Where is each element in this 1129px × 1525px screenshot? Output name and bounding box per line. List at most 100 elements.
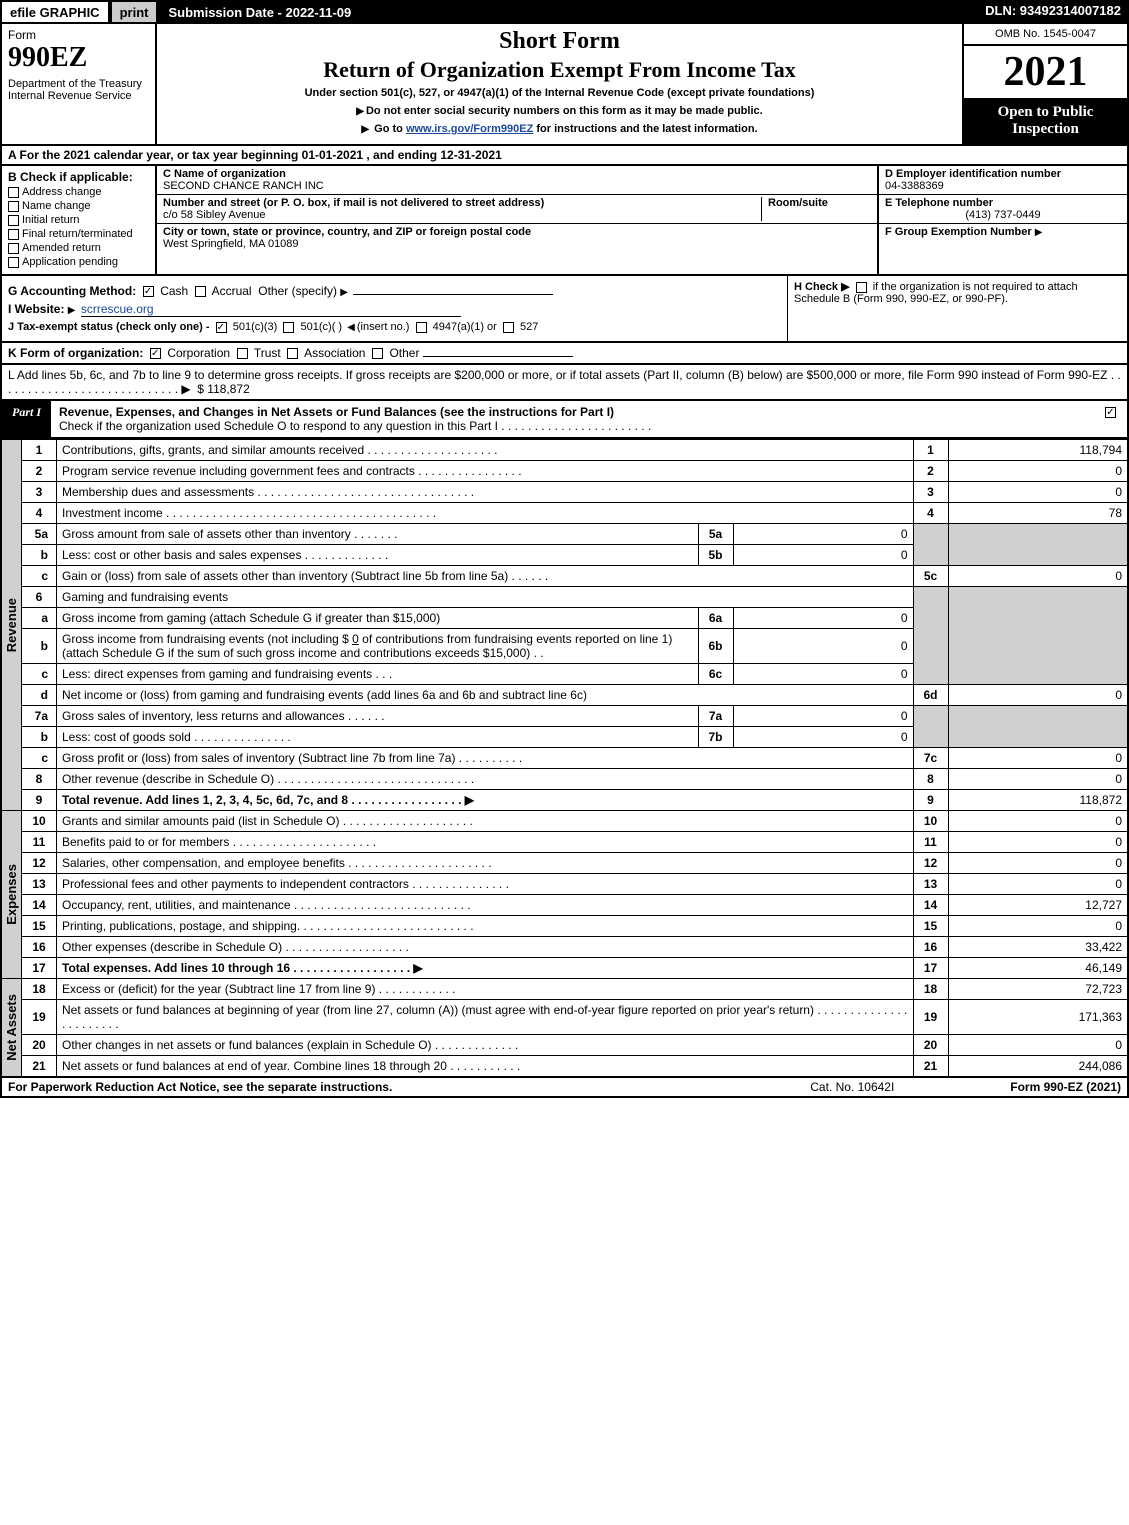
section-k: K Form of organization: Corporation Trus… bbox=[0, 343, 1129, 365]
check-other[interactable] bbox=[372, 348, 383, 359]
website-link[interactable]: scrrescue.org bbox=[81, 302, 461, 317]
form-number: 990EZ bbox=[8, 42, 149, 74]
part1-header: Part I Revenue, Expenses, and Changes in… bbox=[0, 401, 1129, 439]
g-left: G Accounting Method: Cash Accrual Other … bbox=[2, 276, 787, 341]
check-association[interactable] bbox=[287, 348, 298, 359]
check-amended-return[interactable]: Amended return bbox=[8, 242, 149, 254]
footer-form: Form 990-EZ (2021) bbox=[1010, 1080, 1121, 1094]
h-check: H Check ▶ if the organization is not req… bbox=[787, 276, 1127, 341]
line-1-value: 118,794 bbox=[948, 440, 1128, 461]
g-accounting: G Accounting Method: Cash Accrual Other … bbox=[8, 284, 781, 298]
check-name-change[interactable]: Name change bbox=[8, 200, 149, 212]
check-final-return[interactable]: Final return/terminated bbox=[8, 228, 149, 240]
check-schedule-o[interactable] bbox=[1105, 407, 1116, 418]
line-16: 16 Other expenses (describe in Schedule … bbox=[1, 937, 1128, 958]
part1-tab: Part I bbox=[2, 401, 51, 437]
title-return: Return of Organization Exempt From Incom… bbox=[165, 57, 954, 83]
print-button[interactable]: print bbox=[110, 0, 159, 24]
check-527[interactable] bbox=[503, 322, 514, 333]
efile-text: efile GRAPHIC bbox=[10, 5, 100, 20]
line-6d: d Net income or (loss) from gaming and f… bbox=[1, 685, 1128, 706]
check-schedule-b[interactable] bbox=[856, 282, 867, 293]
line-5a: 5a Gross amount from sale of assets othe… bbox=[1, 524, 1128, 545]
tax-year: 2021 bbox=[964, 46, 1127, 98]
j-tax-exempt: J Tax-exempt status (check only one) - 5… bbox=[8, 321, 781, 333]
omb-number: OMB No. 1545-0047 bbox=[964, 24, 1127, 46]
subtitle-ssn: Do not enter social security numbers on … bbox=[165, 105, 954, 117]
expenses-label: Expenses bbox=[2, 860, 21, 929]
check-4947[interactable] bbox=[416, 322, 427, 333]
line-18: Net Assets 18 Excess or (deficit) for th… bbox=[1, 979, 1128, 1000]
gross-receipts-amount: $ 118,872 bbox=[197, 382, 250, 396]
other-org-field[interactable] bbox=[423, 356, 573, 357]
check-accrual[interactable] bbox=[195, 286, 206, 297]
check-address-change[interactable]: Address change bbox=[8, 186, 149, 198]
check-trust[interactable] bbox=[237, 348, 248, 359]
check-cash[interactable] bbox=[143, 286, 154, 297]
irs-link[interactable]: www.irs.gov/Form990EZ bbox=[406, 123, 533, 135]
org-street: c/o 58 Sibley Avenue bbox=[163, 209, 761, 221]
footer-paperwork: For Paperwork Reduction Act Notice, see … bbox=[8, 1080, 810, 1094]
c-room-label: Room/suite bbox=[768, 197, 871, 209]
line-10: Expenses 10 Grants and similar amounts p… bbox=[1, 811, 1128, 832]
line-13: 13 Professional fees and other payments … bbox=[1, 874, 1128, 895]
line-12: 12 Salaries, other compensation, and emp… bbox=[1, 853, 1128, 874]
c-name-label: C Name of organization bbox=[163, 168, 871, 180]
print-label: print bbox=[120, 5, 149, 20]
c-street-label: Number and street (or P. O. box, if mail… bbox=[163, 197, 761, 209]
other-specify-field[interactable] bbox=[353, 294, 553, 295]
c-name-row: C Name of organization SECOND CHANCE RAN… bbox=[157, 166, 877, 195]
section-l: L Add lines 5b, 6c, and 7b to line 9 to … bbox=[0, 365, 1129, 401]
i-website: I Website: scrrescue.org bbox=[8, 302, 781, 317]
top-bar: efile GRAPHIC print Submission Date - 20… bbox=[0, 0, 1129, 24]
line-19: 19 Net assets or fund balances at beginn… bbox=[1, 1000, 1128, 1035]
part1-check bbox=[1097, 401, 1127, 437]
dept-label: Department of the Treasury Internal Reve… bbox=[8, 78, 149, 102]
line-9: 9 Total revenue. Add lines 1, 2, 3, 4, 5… bbox=[1, 790, 1128, 811]
c-street-row: Number and street (or P. O. box, if mail… bbox=[157, 195, 877, 224]
efile-label: efile GRAPHIC bbox=[0, 0, 110, 24]
check-application-pending[interactable]: Application pending bbox=[8, 256, 149, 268]
line-21: 21 Net assets or fund balances at end of… bbox=[1, 1056, 1128, 1078]
d-group: F Group Exemption Number bbox=[879, 224, 1127, 240]
check-corporation[interactable] bbox=[150, 348, 161, 359]
section-ghij: G Accounting Method: Cash Accrual Other … bbox=[0, 276, 1129, 343]
topbar-spacer bbox=[361, 0, 977, 24]
form-header: Form 990EZ Department of the Treasury In… bbox=[0, 24, 1129, 146]
line-5c: c Gain or (loss) from sale of assets oth… bbox=[1, 566, 1128, 587]
line-20: 20 Other changes in net assets or fund b… bbox=[1, 1035, 1128, 1056]
org-name: SECOND CHANCE RANCH INC bbox=[163, 180, 871, 192]
line-1: Revenue 1 Contributions, gifts, grants, … bbox=[1, 440, 1128, 461]
form-label: Form bbox=[8, 28, 149, 42]
d-ein: D Employer identification number 04-3388… bbox=[879, 166, 1127, 195]
line-6: 6 Gaming and fundraising events bbox=[1, 587, 1128, 608]
row-a-tax-year: A For the 2021 calendar year, or tax yea… bbox=[0, 146, 1129, 166]
check-initial-return[interactable]: Initial return bbox=[8, 214, 149, 226]
ein-value: 04-3388369 bbox=[885, 180, 1121, 192]
check-501c3[interactable] bbox=[216, 322, 227, 333]
col-c-org: C Name of organization SECOND CHANCE RAN… bbox=[157, 166, 877, 274]
part1-title: Revenue, Expenses, and Changes in Net As… bbox=[51, 401, 1097, 437]
line-15: 15 Printing, publications, postage, and … bbox=[1, 916, 1128, 937]
netassets-label: Net Assets bbox=[2, 990, 21, 1065]
footer-catno: Cat. No. 10642I bbox=[810, 1080, 1010, 1094]
col-d-ids: D Employer identification number 04-3388… bbox=[877, 166, 1127, 274]
revenue-label: Revenue bbox=[2, 594, 21, 656]
b-header: B Check if applicable: bbox=[8, 170, 149, 184]
header-left: Form 990EZ Department of the Treasury In… bbox=[2, 24, 157, 144]
header-right: OMB No. 1545-0047 2021 Open to Public In… bbox=[962, 24, 1127, 144]
d-phone: E Telephone number (413) 737-0449 bbox=[879, 195, 1127, 224]
subtitle-section: Under section 501(c), 527, or 4947(a)(1)… bbox=[165, 87, 954, 99]
line-4: 4 Investment income . . . . . . . . . . … bbox=[1, 503, 1128, 524]
check-501c[interactable] bbox=[283, 322, 294, 333]
section-bcd: B Check if applicable: Address change Na… bbox=[0, 166, 1129, 276]
line-11: 11 Benefits paid to or for members . . .… bbox=[1, 832, 1128, 853]
submission-date: Submission Date - 2022-11-09 bbox=[158, 0, 361, 24]
line-7c: c Gross profit or (loss) from sales of i… bbox=[1, 748, 1128, 769]
line-8: 8 Other revenue (describe in Schedule O)… bbox=[1, 769, 1128, 790]
arrow-icon bbox=[1035, 226, 1045, 238]
subtitle-goto: Go to www.irs.gov/Form990EZ for instruct… bbox=[165, 123, 954, 135]
c-city-row: City or town, state or province, country… bbox=[157, 224, 877, 252]
open-inspection: Open to Public Inspection bbox=[964, 98, 1127, 144]
c-city-label: City or town, state or province, country… bbox=[163, 226, 871, 238]
